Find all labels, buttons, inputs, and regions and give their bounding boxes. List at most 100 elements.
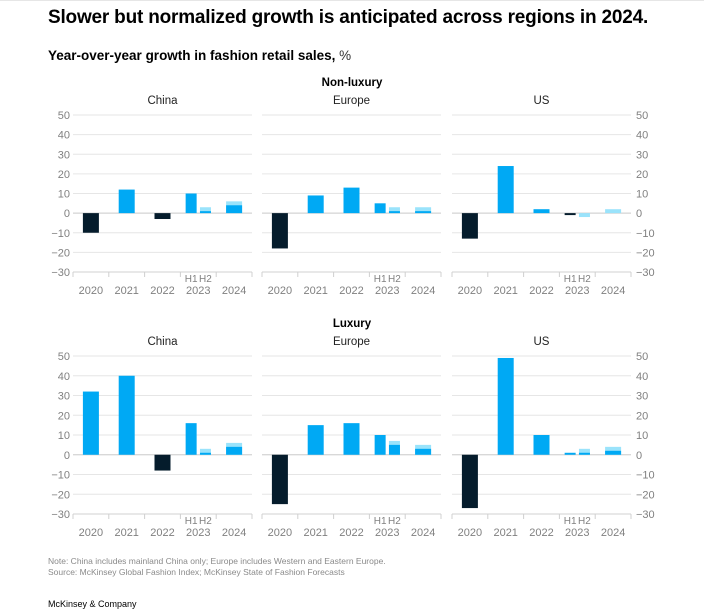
x-tick-label: 2023 bbox=[565, 285, 589, 297]
y-tick-label-right: −20 bbox=[636, 489, 655, 501]
bar bbox=[226, 205, 243, 214]
group-title-non-luxury: Non-luxury bbox=[321, 77, 383, 89]
bar bbox=[388, 211, 400, 214]
x-tick-label: 2021 bbox=[493, 527, 517, 539]
y-tick-label-right: 50 bbox=[636, 110, 648, 122]
panel-title-nonlux-europe: Europe bbox=[332, 95, 371, 107]
x-tick-label: 2021 bbox=[114, 527, 138, 539]
y-tick-label-left: 10 bbox=[58, 189, 70, 201]
y-tick-label-right: 0 bbox=[636, 450, 642, 462]
top-divider bbox=[0, 0, 704, 1]
brand-logo-text: McKinsey & Company bbox=[48, 599, 137, 609]
bar bbox=[343, 423, 360, 455]
bar bbox=[185, 193, 197, 214]
x-tick-label: 2021 bbox=[303, 285, 327, 297]
y-tick-label-right: 20 bbox=[636, 169, 648, 181]
x-subtick-label-h2: H2 bbox=[199, 274, 212, 285]
y-tick-label-left: −10 bbox=[51, 470, 70, 482]
bar-forecast-range bbox=[388, 207, 400, 214]
y-tick-label-left: 20 bbox=[58, 169, 70, 181]
bar bbox=[118, 189, 135, 214]
y-tick-label-left: 30 bbox=[58, 149, 70, 161]
bar bbox=[461, 213, 478, 239]
bar-forecast-range bbox=[578, 448, 590, 455]
source-text: Source: McKinsey Global Fashion Index; M… bbox=[48, 567, 345, 577]
y-tick-label-right: 50 bbox=[636, 351, 648, 363]
bar-forecast-range bbox=[199, 207, 211, 214]
x-tick-label: 2021 bbox=[303, 527, 327, 539]
bar-forecast-range bbox=[605, 209, 622, 214]
bar bbox=[118, 375, 135, 455]
panel-title-lux-europe: Europe bbox=[332, 336, 371, 348]
x-subtick-label-h1: H1 bbox=[185, 516, 198, 527]
x-subtick-label-h1: H1 bbox=[185, 274, 198, 285]
bar bbox=[374, 203, 386, 214]
panel-title-lux-china: China bbox=[147, 336, 178, 348]
bar bbox=[199, 452, 211, 455]
x-subtick-label-h2: H2 bbox=[388, 516, 401, 527]
x-tick-label: 2020 bbox=[458, 285, 482, 297]
y-tick-label-right: 10 bbox=[636, 189, 648, 201]
bar bbox=[82, 391, 99, 455]
y-tick-label-right: −20 bbox=[636, 247, 655, 259]
bar bbox=[199, 211, 211, 214]
x-tick-label: 2020 bbox=[79, 285, 103, 297]
bar bbox=[497, 166, 514, 214]
x-tick-label: 2020 bbox=[268, 285, 292, 297]
y-tick-label-left: 50 bbox=[58, 351, 70, 363]
y-tick-label-left: 30 bbox=[58, 391, 70, 403]
bar bbox=[307, 425, 324, 455]
panel-title-lux-us: US bbox=[533, 336, 550, 348]
bar bbox=[564, 213, 576, 216]
y-tick-label-left: 40 bbox=[58, 130, 70, 142]
x-tick-label: 2022 bbox=[150, 285, 174, 297]
y-tick-label-left: 10 bbox=[58, 430, 70, 442]
x-tick-label: 2023 bbox=[375, 285, 399, 297]
x-tick-label: 2024 bbox=[222, 527, 246, 539]
y-tick-label-right: 40 bbox=[636, 130, 648, 142]
y-tick-label-right: 30 bbox=[636, 149, 648, 161]
y-tick-label-right: 0 bbox=[636, 208, 642, 220]
x-tick-label: 2023 bbox=[565, 527, 589, 539]
bar bbox=[226, 446, 243, 455]
bar bbox=[533, 435, 550, 455]
y-tick-label-left: −30 bbox=[51, 509, 70, 521]
footnote: Note: China includes mainland China only… bbox=[48, 556, 386, 578]
x-tick-label: 2020 bbox=[458, 527, 482, 539]
y-tick-label-left: 20 bbox=[58, 410, 70, 422]
bar bbox=[185, 423, 197, 455]
bar bbox=[605, 450, 622, 455]
x-tick-label: 2023 bbox=[375, 527, 399, 539]
bar bbox=[271, 213, 288, 249]
x-subtick-label-h1: H1 bbox=[564, 516, 577, 527]
x-subtick-label-h2: H2 bbox=[578, 516, 591, 527]
y-tick-label-right: 20 bbox=[636, 410, 648, 422]
bar bbox=[154, 213, 171, 220]
y-tick-label-left: 0 bbox=[64, 208, 70, 220]
bar bbox=[388, 444, 400, 455]
y-tick-label-left: −20 bbox=[51, 247, 70, 259]
bar bbox=[461, 454, 478, 509]
bar bbox=[564, 452, 576, 455]
y-tick-label-right: 10 bbox=[636, 430, 648, 442]
y-tick-label-left: 50 bbox=[58, 110, 70, 122]
x-tick-label: 2022 bbox=[339, 527, 363, 539]
bar bbox=[343, 187, 360, 214]
bar bbox=[82, 213, 99, 233]
bar bbox=[154, 454, 171, 471]
x-tick-label: 2024 bbox=[411, 527, 435, 539]
panel-title-nonlux-china: China bbox=[147, 95, 178, 107]
y-tick-label-right: 40 bbox=[636, 371, 648, 383]
y-tick-label-left: 40 bbox=[58, 371, 70, 383]
bar-forecast-range bbox=[199, 448, 211, 455]
subtitle-unit: % bbox=[335, 48, 352, 63]
y-tick-label-left: −20 bbox=[51, 489, 70, 501]
bar bbox=[271, 454, 288, 505]
group-title-luxury: Luxury bbox=[332, 318, 372, 330]
x-tick-label: 2024 bbox=[601, 285, 625, 297]
y-tick-label-right: −30 bbox=[636, 509, 655, 521]
chart-title: Slower but normalized growth is anticipa… bbox=[48, 7, 649, 28]
bar bbox=[578, 452, 590, 455]
bar-forecast-range bbox=[415, 207, 432, 214]
